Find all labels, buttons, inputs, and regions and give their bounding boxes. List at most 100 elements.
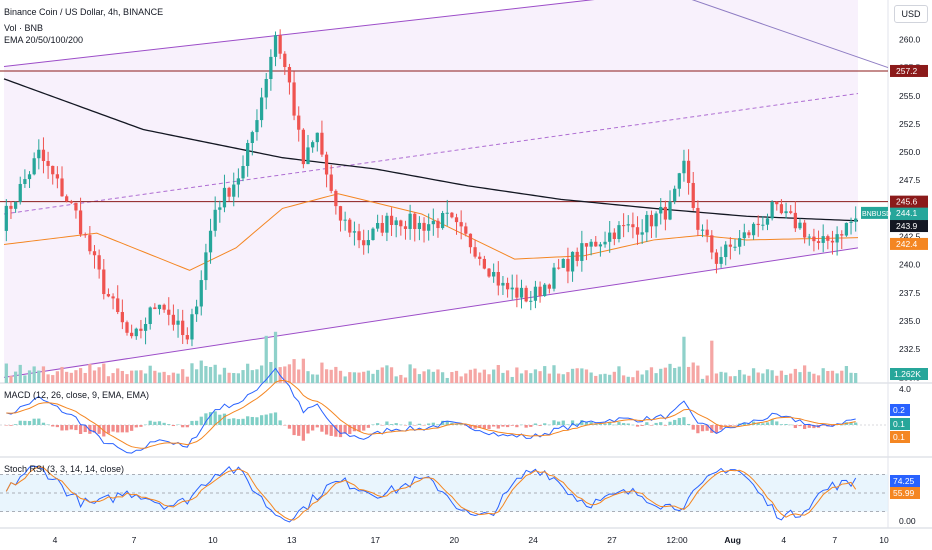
macd-bar bbox=[427, 423, 431, 425]
volume-bar bbox=[343, 376, 347, 383]
candle bbox=[83, 234, 87, 236]
volume-bar bbox=[835, 373, 839, 383]
candle bbox=[468, 233, 473, 248]
macd-bar bbox=[812, 425, 816, 429]
macd-bar bbox=[9, 425, 13, 426]
currency-button[interactable]: USD bbox=[894, 5, 928, 23]
macd-bar bbox=[626, 423, 630, 425]
macd-bar bbox=[714, 425, 719, 434]
macd-bar bbox=[682, 417, 686, 425]
candle bbox=[668, 201, 672, 220]
candle bbox=[9, 205, 13, 209]
candle bbox=[570, 251, 575, 272]
volume-bar bbox=[380, 367, 384, 383]
macd-bar bbox=[705, 425, 709, 431]
macd-histogram bbox=[4, 411, 858, 441]
macd-bar bbox=[162, 422, 166, 425]
candle bbox=[399, 220, 403, 227]
channel-lower-line bbox=[3, 247, 859, 378]
volume-bar bbox=[747, 375, 751, 383]
volume-bar bbox=[413, 368, 417, 383]
candle bbox=[287, 67, 292, 83]
volume-bar bbox=[677, 366, 681, 383]
volume-bar bbox=[273, 331, 278, 383]
volume-label-bg bbox=[890, 368, 928, 380]
volume-bar bbox=[700, 378, 705, 383]
macd-bar bbox=[589, 422, 593, 425]
volume-bar bbox=[487, 374, 491, 383]
candle bbox=[389, 215, 394, 226]
macd-bar bbox=[612, 424, 616, 426]
price-tick-label: 240.0 bbox=[899, 260, 921, 270]
macd-bar bbox=[297, 425, 301, 436]
candle bbox=[427, 224, 431, 231]
macd-bar bbox=[719, 425, 723, 430]
macd-bar bbox=[445, 421, 449, 425]
macd-bar bbox=[598, 424, 603, 425]
stoch-axis-label: 74.25 bbox=[893, 476, 915, 486]
macd-bar bbox=[185, 425, 189, 428]
macd-bar bbox=[259, 415, 264, 425]
candle bbox=[649, 214, 654, 227]
candle bbox=[450, 212, 454, 218]
candle bbox=[204, 252, 208, 281]
macd-bar bbox=[798, 425, 802, 427]
volume-bar bbox=[246, 363, 250, 383]
macd-bar bbox=[18, 420, 22, 425]
volume-bar bbox=[204, 366, 208, 383]
volume-bar bbox=[283, 366, 287, 383]
macd-bar bbox=[287, 425, 292, 429]
macd-bar bbox=[283, 425, 287, 426]
volume-bar bbox=[348, 372, 352, 383]
macd-bar bbox=[631, 424, 635, 426]
macd-bar bbox=[315, 425, 319, 428]
candle bbox=[719, 257, 723, 264]
volume-bar bbox=[366, 370, 370, 383]
macd-bar bbox=[269, 413, 273, 425]
macd-bar bbox=[46, 424, 50, 425]
candle bbox=[65, 196, 69, 202]
volume-bar bbox=[130, 370, 134, 383]
candle bbox=[320, 132, 324, 155]
volume-bar bbox=[529, 373, 533, 383]
macd-bar bbox=[677, 417, 681, 425]
macd-bar bbox=[654, 422, 658, 425]
candle bbox=[92, 251, 97, 256]
volume-bar bbox=[176, 373, 180, 383]
candle bbox=[139, 328, 143, 331]
candle bbox=[747, 232, 751, 236]
volume-bar bbox=[849, 372, 853, 383]
volume-bar bbox=[357, 372, 361, 383]
macd-bar bbox=[292, 425, 296, 436]
macd-bar bbox=[278, 420, 282, 425]
candle bbox=[199, 280, 203, 307]
macd-bar bbox=[417, 423, 422, 425]
volume-axis-label: 1.262K bbox=[894, 369, 921, 379]
macd-axis-label: 0.1 bbox=[893, 432, 905, 442]
candle bbox=[487, 268, 491, 277]
candle bbox=[454, 217, 459, 223]
time-tick-label: 10 bbox=[879, 535, 889, 545]
candle bbox=[385, 215, 389, 233]
candle bbox=[538, 286, 542, 297]
candle bbox=[807, 236, 811, 238]
time-tick-label: 27 bbox=[607, 535, 617, 545]
volume-bar bbox=[621, 375, 626, 383]
macd-bar bbox=[4, 425, 8, 426]
macd-bar bbox=[190, 420, 194, 425]
macd-bar bbox=[849, 422, 853, 425]
macd-bar bbox=[376, 423, 380, 425]
candle bbox=[659, 206, 663, 214]
macd-bar bbox=[148, 420, 152, 425]
volume-bar bbox=[371, 373, 375, 383]
macd-bar bbox=[524, 425, 528, 428]
volume-bar bbox=[120, 370, 124, 383]
candle bbox=[213, 209, 217, 231]
candle bbox=[181, 320, 185, 336]
ema-line bbox=[3, 78, 859, 222]
volume-bar bbox=[793, 368, 797, 383]
volume-bar bbox=[733, 376, 737, 383]
candle bbox=[784, 211, 788, 214]
volume-bar bbox=[756, 372, 760, 383]
